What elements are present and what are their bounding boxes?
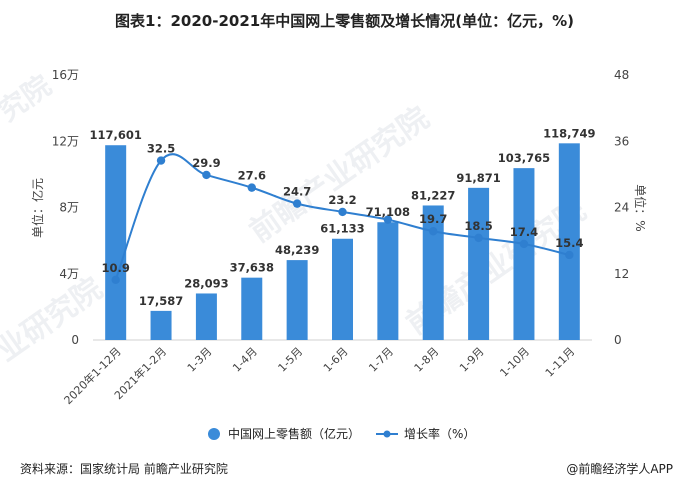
growth-value-label: 29.9 xyxy=(192,156,220,170)
growth-point xyxy=(292,199,302,208)
x-tick-label: 1-8月 xyxy=(412,345,442,375)
line-series xyxy=(111,153,574,285)
growth-point xyxy=(202,170,211,180)
bar xyxy=(332,238,353,340)
bar xyxy=(558,143,580,340)
bar-value-label: 91,871 xyxy=(456,171,500,185)
y-right-tick-label: 36 xyxy=(614,134,629,148)
growth-value-label: 10.9 xyxy=(101,261,129,275)
bar xyxy=(468,187,490,340)
growth-value-label: 23.2 xyxy=(328,193,356,207)
watermark-left-top: 究院 xyxy=(0,69,57,128)
x-tick-label: 1-5月 xyxy=(276,345,306,375)
legend-bar-label: 中国网上零售额（亿元） xyxy=(228,426,360,441)
y-left-tick-label: 8万 xyxy=(59,201,79,215)
x-tick-label: 1-3月 xyxy=(185,345,215,375)
bar xyxy=(150,310,172,340)
growth-point xyxy=(519,239,529,249)
x-tick-label: 1-6月 xyxy=(321,345,351,375)
bar xyxy=(286,260,308,340)
growth-point xyxy=(338,207,347,217)
legend-line-label: 增长率（%） xyxy=(404,426,475,441)
bar-value-label: 37,638 xyxy=(230,261,274,275)
y-left-tick-label: 4万 xyxy=(59,267,79,281)
growth-value-label: 24.7 xyxy=(283,185,311,199)
bar-value-label: 48,239 xyxy=(275,243,319,257)
data-labels: 117,601 17,58728,09337,63848,23961,13371,… xyxy=(89,126,595,308)
x-tick-label: 1-9月 xyxy=(457,345,487,375)
bar-value-label: 81,227 xyxy=(411,188,455,202)
bar xyxy=(195,293,217,340)
legend: 中国网上零售额（亿元） 增长率（%） xyxy=(208,426,475,441)
x-tick-label: 1-10月 xyxy=(497,345,532,380)
bar-value-label: 17,587 xyxy=(139,294,183,308)
x-tick-label: 1-11月 xyxy=(543,345,578,380)
growth-point xyxy=(247,183,256,192)
growth-value-label: 15.4 xyxy=(555,236,583,250)
growth-point xyxy=(383,215,393,224)
bar-value-label: 117,601 xyxy=(89,128,141,142)
bar-value-label: 61,133 xyxy=(320,222,364,236)
legend-line-dot xyxy=(383,430,391,438)
growth-point xyxy=(111,275,120,285)
bar xyxy=(422,205,444,340)
chart-title: 图表1：2020-2021年中国网上零售额及增长情况(单位：亿元，%) xyxy=(115,12,574,30)
growth-value-label: 17.4 xyxy=(510,225,538,239)
growth-value-label: 32.5 xyxy=(147,142,175,156)
watermark-left-bottom: 业研究院 xyxy=(0,271,109,368)
y-right-axis-title: 单位：% xyxy=(633,184,648,231)
y-right-tick-label: 24 xyxy=(614,201,629,215)
bar-value-label: 71,108 xyxy=(366,205,410,219)
bar xyxy=(513,168,535,340)
growth-line xyxy=(114,153,570,281)
growth-value-label: 19.7 xyxy=(419,212,447,226)
growth-point xyxy=(156,156,166,165)
legend-bar-marker xyxy=(208,428,220,440)
bar-value-label: 28,093 xyxy=(184,276,228,290)
y-right-tick-label: 0 xyxy=(614,333,622,347)
growth-point xyxy=(474,233,483,243)
growth-value-label: 27.6 xyxy=(238,169,266,183)
bar xyxy=(377,222,399,340)
footer-credit: @前瞻经济学人APP xyxy=(566,462,673,476)
x-tick-label: 1-4月 xyxy=(230,345,260,375)
x-tick-label: 2020年1-12月 xyxy=(61,344,124,407)
footer-source: 资料来源：国家统计局 前瞻产业研究院 xyxy=(20,462,228,476)
bar-value-label: 103,765 xyxy=(498,151,550,165)
growth-value-label: 18.5 xyxy=(464,219,492,233)
growth-point xyxy=(429,227,438,236)
y-left-tick-label: 16万 xyxy=(52,68,79,82)
bar-series xyxy=(105,143,580,340)
x-tick-label: 1-7月 xyxy=(366,345,396,375)
y-left-tick-label: 12万 xyxy=(52,134,79,148)
bar xyxy=(241,277,263,340)
y-right-tick-label: 48 xyxy=(614,68,629,82)
y-left-axis-title: 单位：亿元 xyxy=(30,178,45,238)
y-left-tick-label: 0 xyxy=(71,333,79,347)
growth-point xyxy=(565,250,574,260)
bar-value-label: 118,749 xyxy=(543,126,595,140)
bar xyxy=(105,145,127,340)
y-right-tick-label: 12 xyxy=(614,267,629,281)
